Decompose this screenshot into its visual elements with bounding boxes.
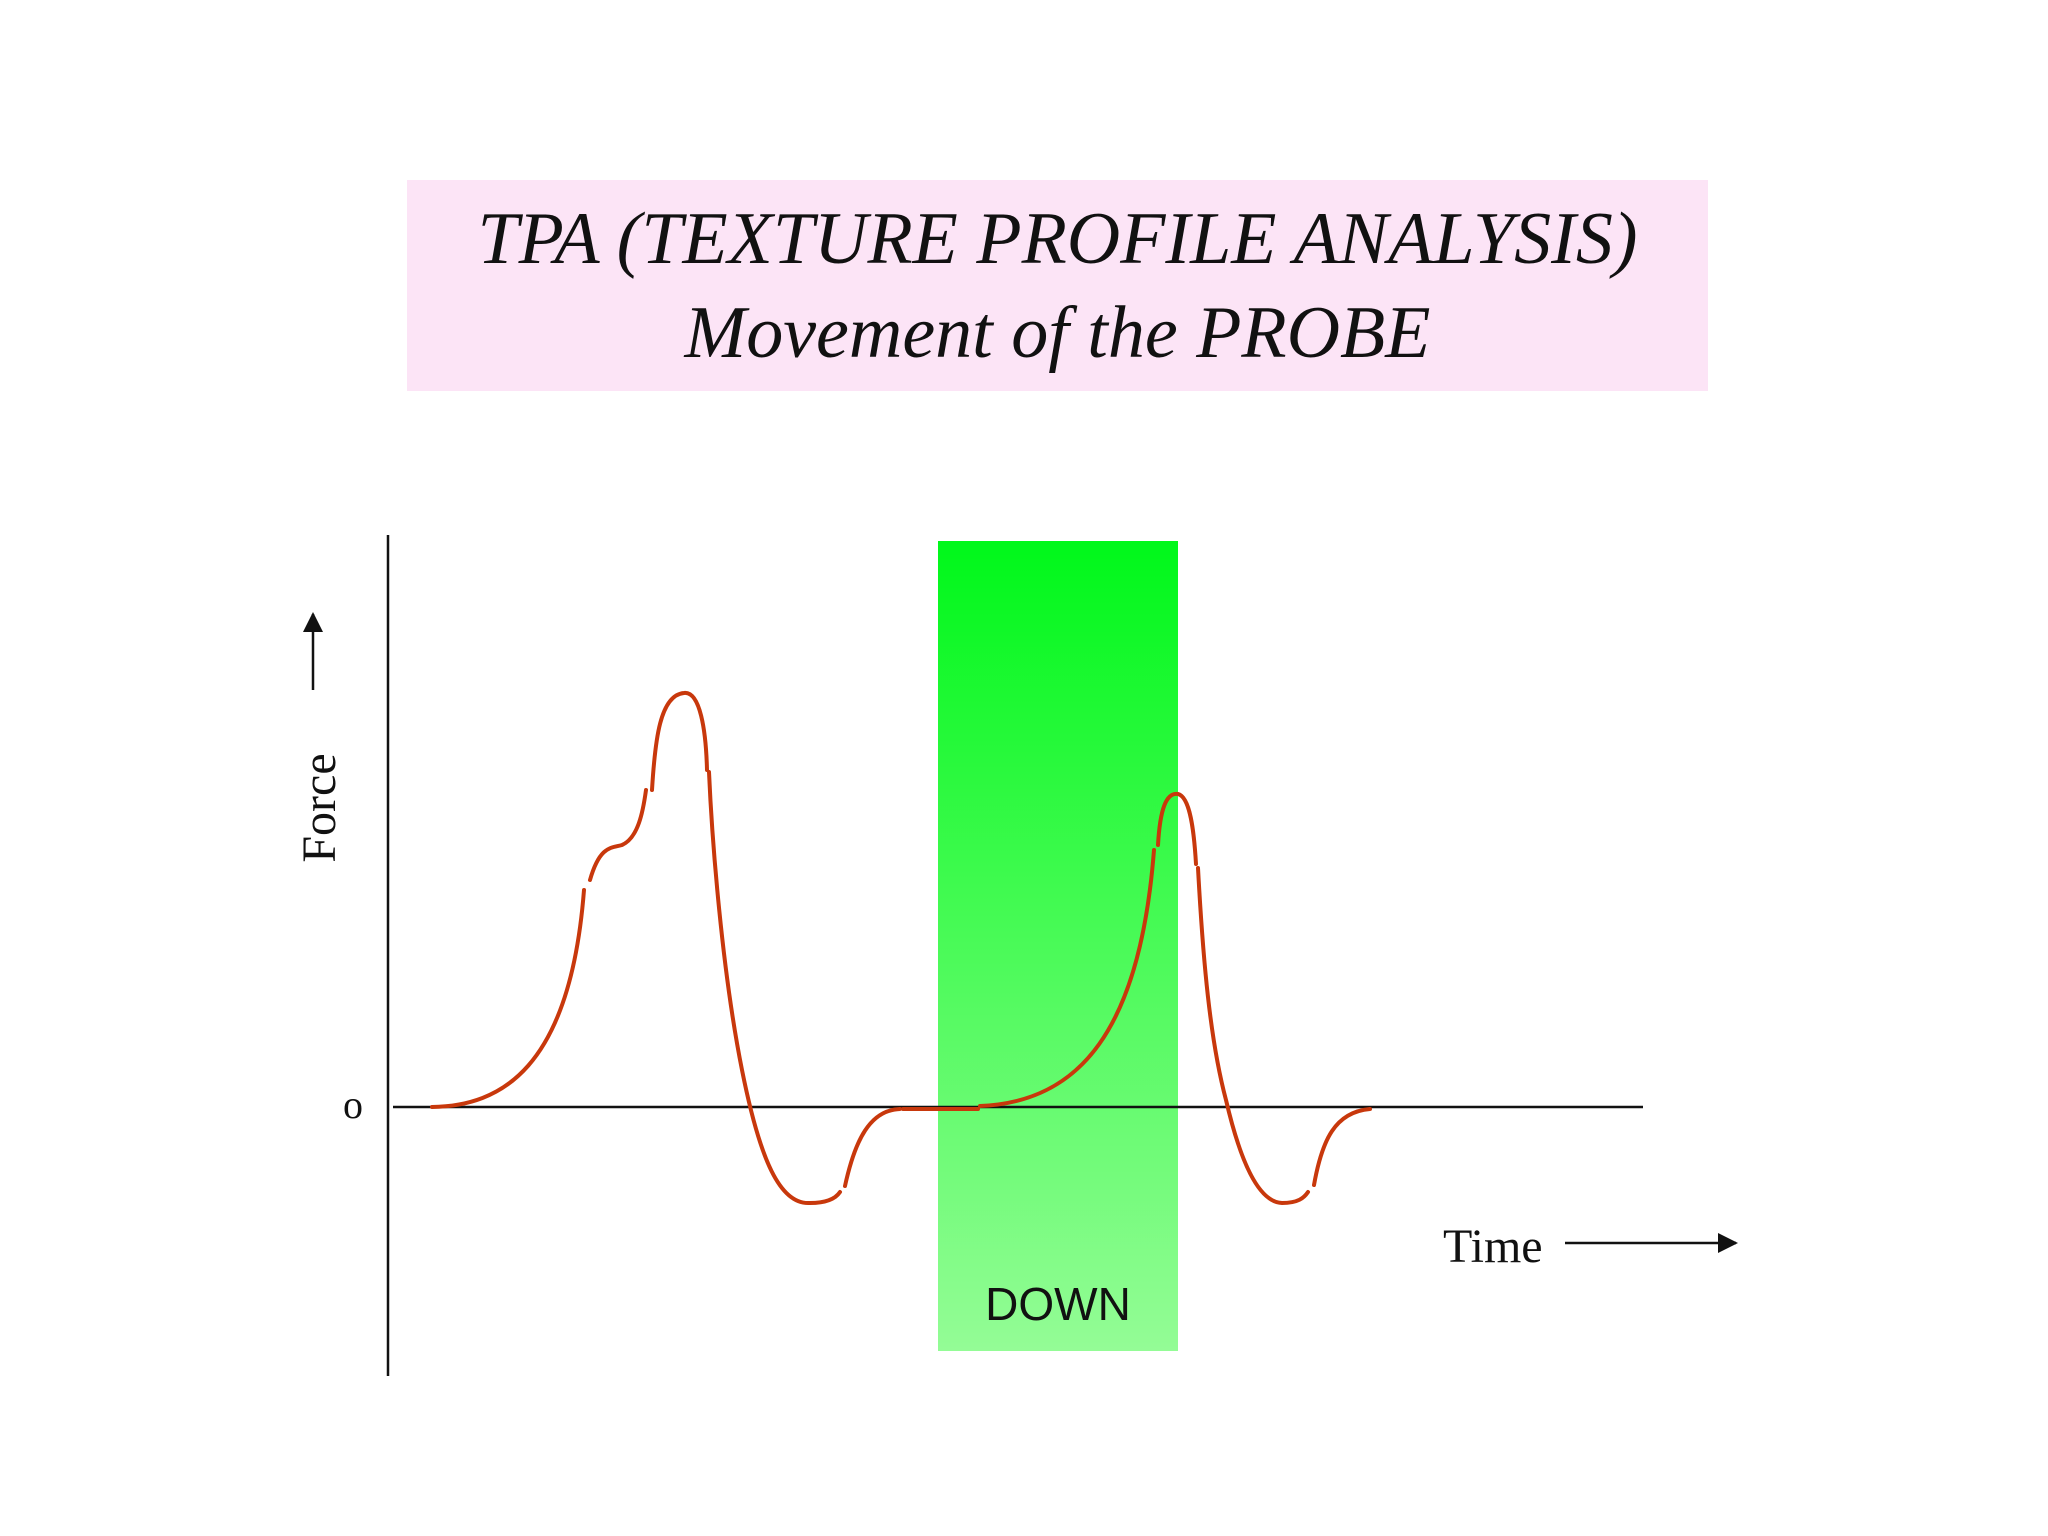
curve-second-recovery <box>1312 1107 1372 1187</box>
curve-second-rise <box>978 848 1156 1108</box>
force-time-curve <box>430 691 1372 1206</box>
down-phase-band <box>938 541 1178 1351</box>
y-axis-label: Force <box>293 753 346 862</box>
down-phase-label: DOWN <box>985 1278 1131 1330</box>
origin-label: o <box>343 1082 363 1127</box>
x-axis-label: Time <box>1443 1220 1543 1273</box>
curve-first-shoulder <box>588 788 648 882</box>
curve-first-fall <box>707 770 842 1206</box>
curve-first-rise <box>430 888 586 1109</box>
title-line-1: TPA (TEXTURE PROFILE ANALYSIS) <box>477 197 1638 280</box>
title-line-2: Movement of the PROBE <box>684 291 1431 374</box>
title-box: TPA (TEXTURE PROFILE ANALYSIS) Movement … <box>407 180 1708 391</box>
curve-first-recovery <box>843 1107 902 1188</box>
curve-second-fall <box>1196 866 1310 1205</box>
curve-first-peak <box>650 691 709 792</box>
curve-second-peak <box>1156 791 1198 866</box>
